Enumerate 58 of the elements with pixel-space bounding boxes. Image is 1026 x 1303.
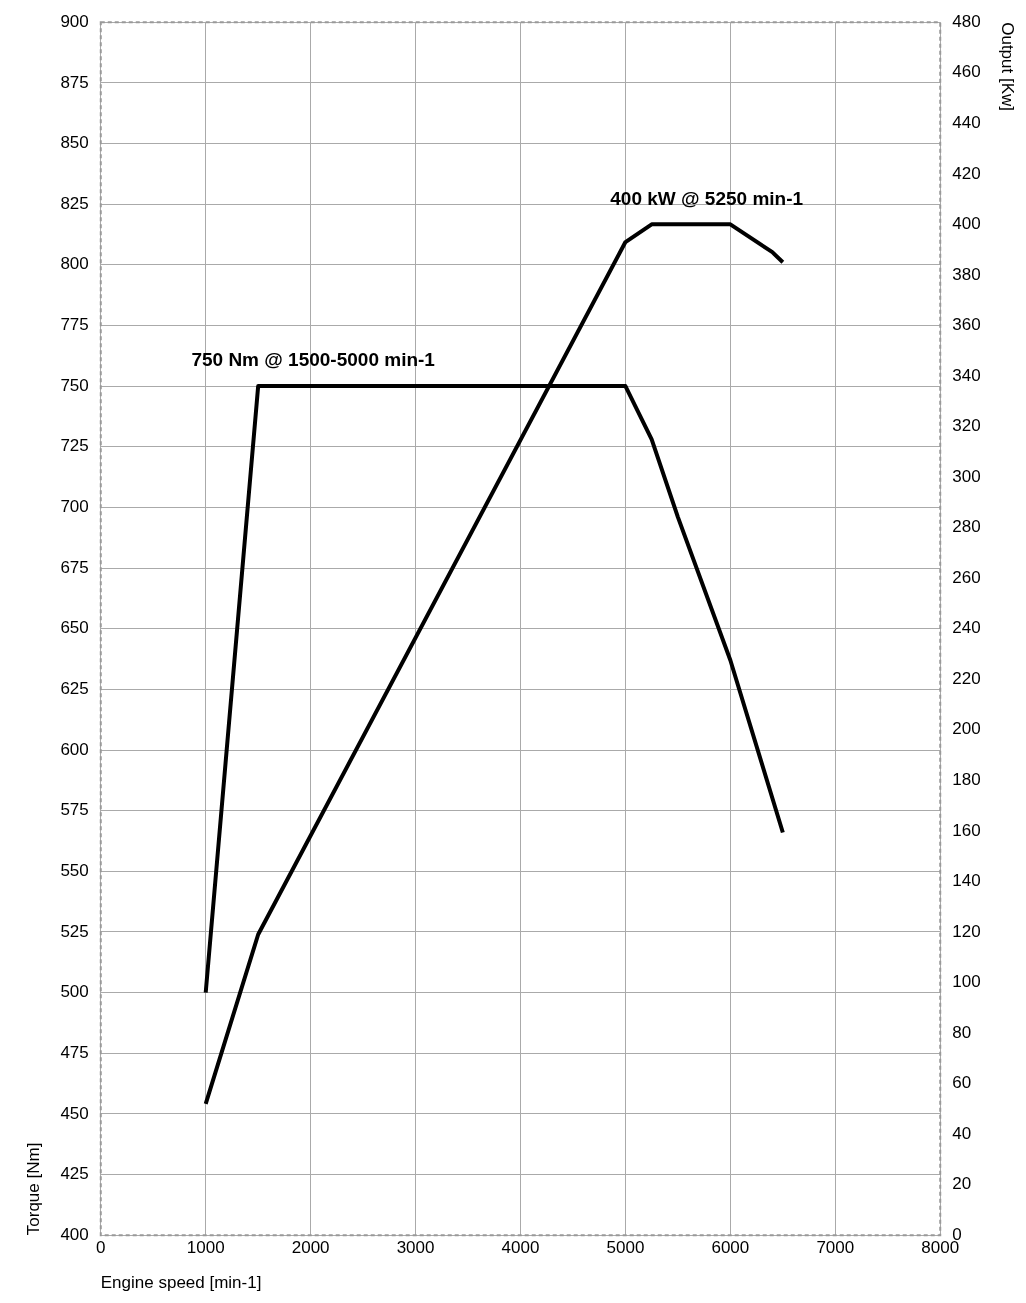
y2-tick-label: 460 [952, 62, 981, 82]
y2-tick-label: 60 [952, 1073, 972, 1093]
y-tick-label: 825 [60, 193, 89, 213]
y2-tick-label: 100 [952, 972, 981, 992]
y-tick-label: 725 [60, 436, 89, 456]
y-tick-label: 400 [60, 1224, 89, 1244]
x-tick-label: 2000 [291, 1238, 330, 1258]
y2-tick-label: 320 [952, 416, 981, 436]
y-tick-label: 625 [60, 679, 89, 699]
x-tick-label: 7000 [816, 1238, 855, 1258]
y2-tick-label: 400 [952, 214, 981, 234]
y-tick-label: 575 [60, 800, 89, 820]
y2-tick-label: 160 [952, 820, 981, 840]
y-tick-label: 550 [60, 860, 89, 880]
y-tick-label: 425 [60, 1164, 89, 1184]
y2-tick-label: 380 [952, 264, 981, 284]
y-tick-label: 850 [60, 133, 89, 153]
y-tick-label: 775 [60, 315, 89, 335]
y-tick-label: 875 [60, 72, 89, 92]
y2-tick-label: 80 [952, 1022, 972, 1042]
y2-tick-label: 20 [952, 1174, 972, 1194]
y-tick-label: 525 [60, 921, 89, 941]
y2-tick-label: 440 [952, 112, 981, 132]
y-tick-label: 650 [60, 618, 89, 638]
y-tick-label: 900 [60, 11, 89, 31]
y2-tick-label: 260 [952, 567, 981, 587]
x-tick-label: 4000 [501, 1238, 540, 1258]
y2-tick-label: 420 [952, 163, 981, 183]
y-axis-title: Torque [Nm] [23, 1142, 43, 1236]
y-tick-label: 500 [60, 982, 89, 1002]
x-tick-label: 5000 [606, 1238, 645, 1258]
x-tick-label: 1000 [186, 1238, 225, 1258]
y2-tick-label: 220 [952, 668, 981, 688]
y2-tick-label: 180 [952, 770, 981, 790]
y2-tick-label: 40 [952, 1123, 972, 1143]
y-tick-label: 450 [60, 1103, 89, 1123]
y2-tick-label: 280 [952, 517, 981, 537]
y2-tick-label: 120 [952, 921, 981, 941]
y2-tick-label: 140 [952, 871, 981, 891]
y-tick-label: 600 [60, 739, 89, 759]
y-tick-label: 675 [60, 557, 89, 577]
annotation: 750 Nm @ 1500-5000 min-1 [191, 349, 436, 371]
x-tick-label: 6000 [711, 1238, 750, 1258]
annotation: 400 kW @ 5250 min-1 [610, 187, 804, 209]
y-tick-label: 800 [60, 254, 89, 274]
x-tick-label: 3000 [396, 1238, 435, 1258]
y2-axis-title: Output [Kw] [998, 22, 1018, 112]
x-axis-title: Engine speed [min-1] [100, 1273, 262, 1293]
y2-tick-label: 200 [952, 719, 981, 739]
y2-tick-label: 360 [952, 315, 981, 335]
y-tick-label: 700 [60, 497, 89, 517]
y2-tick-label: 300 [952, 466, 981, 486]
x-tick-label: 0 [96, 1238, 106, 1258]
y-tick-label: 750 [60, 375, 89, 395]
y2-tick-label: 480 [952, 11, 981, 31]
y-tick-label: 475 [60, 1042, 89, 1062]
y2-tick-label: 240 [952, 618, 981, 638]
y2-tick-label: 340 [952, 365, 981, 385]
